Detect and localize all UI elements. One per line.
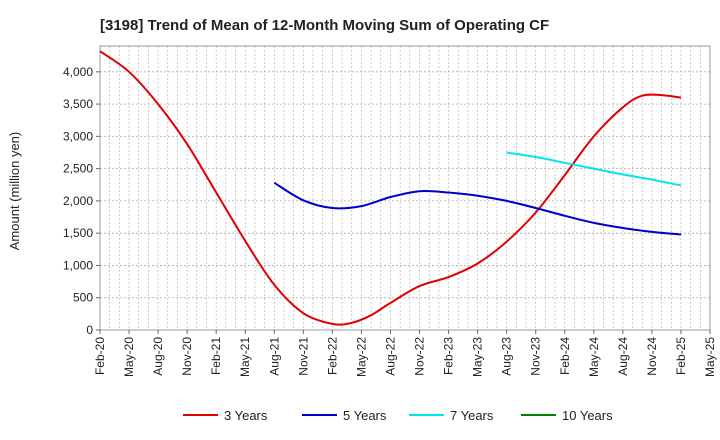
- y-tick-label: 1,000: [63, 258, 93, 272]
- legend-label: 10 Years: [562, 408, 613, 423]
- x-tick-label: May-23: [471, 337, 485, 377]
- y-tick-label: 2,500: [63, 162, 93, 176]
- x-tick-label: Feb-22: [325, 337, 339, 375]
- plot-area: [99, 45, 711, 331]
- x-tick-label: Feb-20: [93, 337, 107, 375]
- x-tick-label: Aug-24: [616, 337, 630, 376]
- legend: 3 Years 5 Years 7 Years 10 Years: [183, 408, 613, 423]
- x-tick-label: May-21: [238, 337, 252, 377]
- legend-label: 3 Years: [224, 408, 268, 423]
- x-tick-label: Nov-20: [180, 337, 194, 376]
- x-tick-label: Nov-21: [296, 337, 310, 376]
- x-tick-label: Nov-23: [529, 337, 543, 376]
- x-tick-label: May-25: [703, 337, 717, 377]
- y-tick-label: 3,000: [63, 129, 93, 143]
- x-tick-label: Aug-20: [151, 337, 165, 376]
- y-tick-label: 500: [73, 291, 93, 305]
- y-tick-label: 4,000: [63, 65, 93, 79]
- y-tick-label: 3,500: [63, 97, 93, 111]
- x-tick-label: Nov-22: [413, 337, 427, 376]
- x-tick-label: Feb-23: [442, 337, 456, 375]
- y-tick-label: 2,000: [63, 194, 93, 208]
- y-axis-label: Amount (million yen): [7, 132, 22, 251]
- x-tick-label: Feb-25: [674, 337, 688, 375]
- x-tick-label: Feb-24: [558, 337, 572, 375]
- x-tick-label: Feb-21: [209, 337, 223, 375]
- x-tick-label: May-24: [587, 337, 601, 377]
- series-line-3-years: [99, 50, 682, 326]
- x-tick-label: May-22: [354, 337, 368, 377]
- grid-lines: [100, 46, 710, 331]
- x-tick-label: Aug-23: [500, 337, 514, 376]
- series-line-5-years: [273, 181, 682, 236]
- chart-title: [3198] Trend of Mean of 12-Month Moving …: [100, 17, 549, 34]
- series-layer: [99, 50, 682, 326]
- y-tick-label: 1,500: [63, 226, 93, 240]
- x-tick-label: Aug-22: [383, 337, 397, 376]
- x-tick-label: Nov-24: [645, 337, 659, 376]
- legend-label: 5 Years: [343, 408, 387, 423]
- series-line-7-years: [506, 151, 682, 187]
- legend-label: 7 Years: [450, 408, 494, 423]
- x-tick-label: May-20: [122, 337, 136, 377]
- y-tick-label: 0: [86, 323, 93, 337]
- y-axis: 0 500 1,000 1,500 2,000 2,500 3,000 3,500 4,000: [63, 65, 100, 337]
- x-tick-label: Aug-21: [267, 337, 281, 376]
- x-axis: Feb-20 May-20 Aug-20 Nov-20 Feb-21 May-21 Aug-…: [93, 330, 717, 377]
